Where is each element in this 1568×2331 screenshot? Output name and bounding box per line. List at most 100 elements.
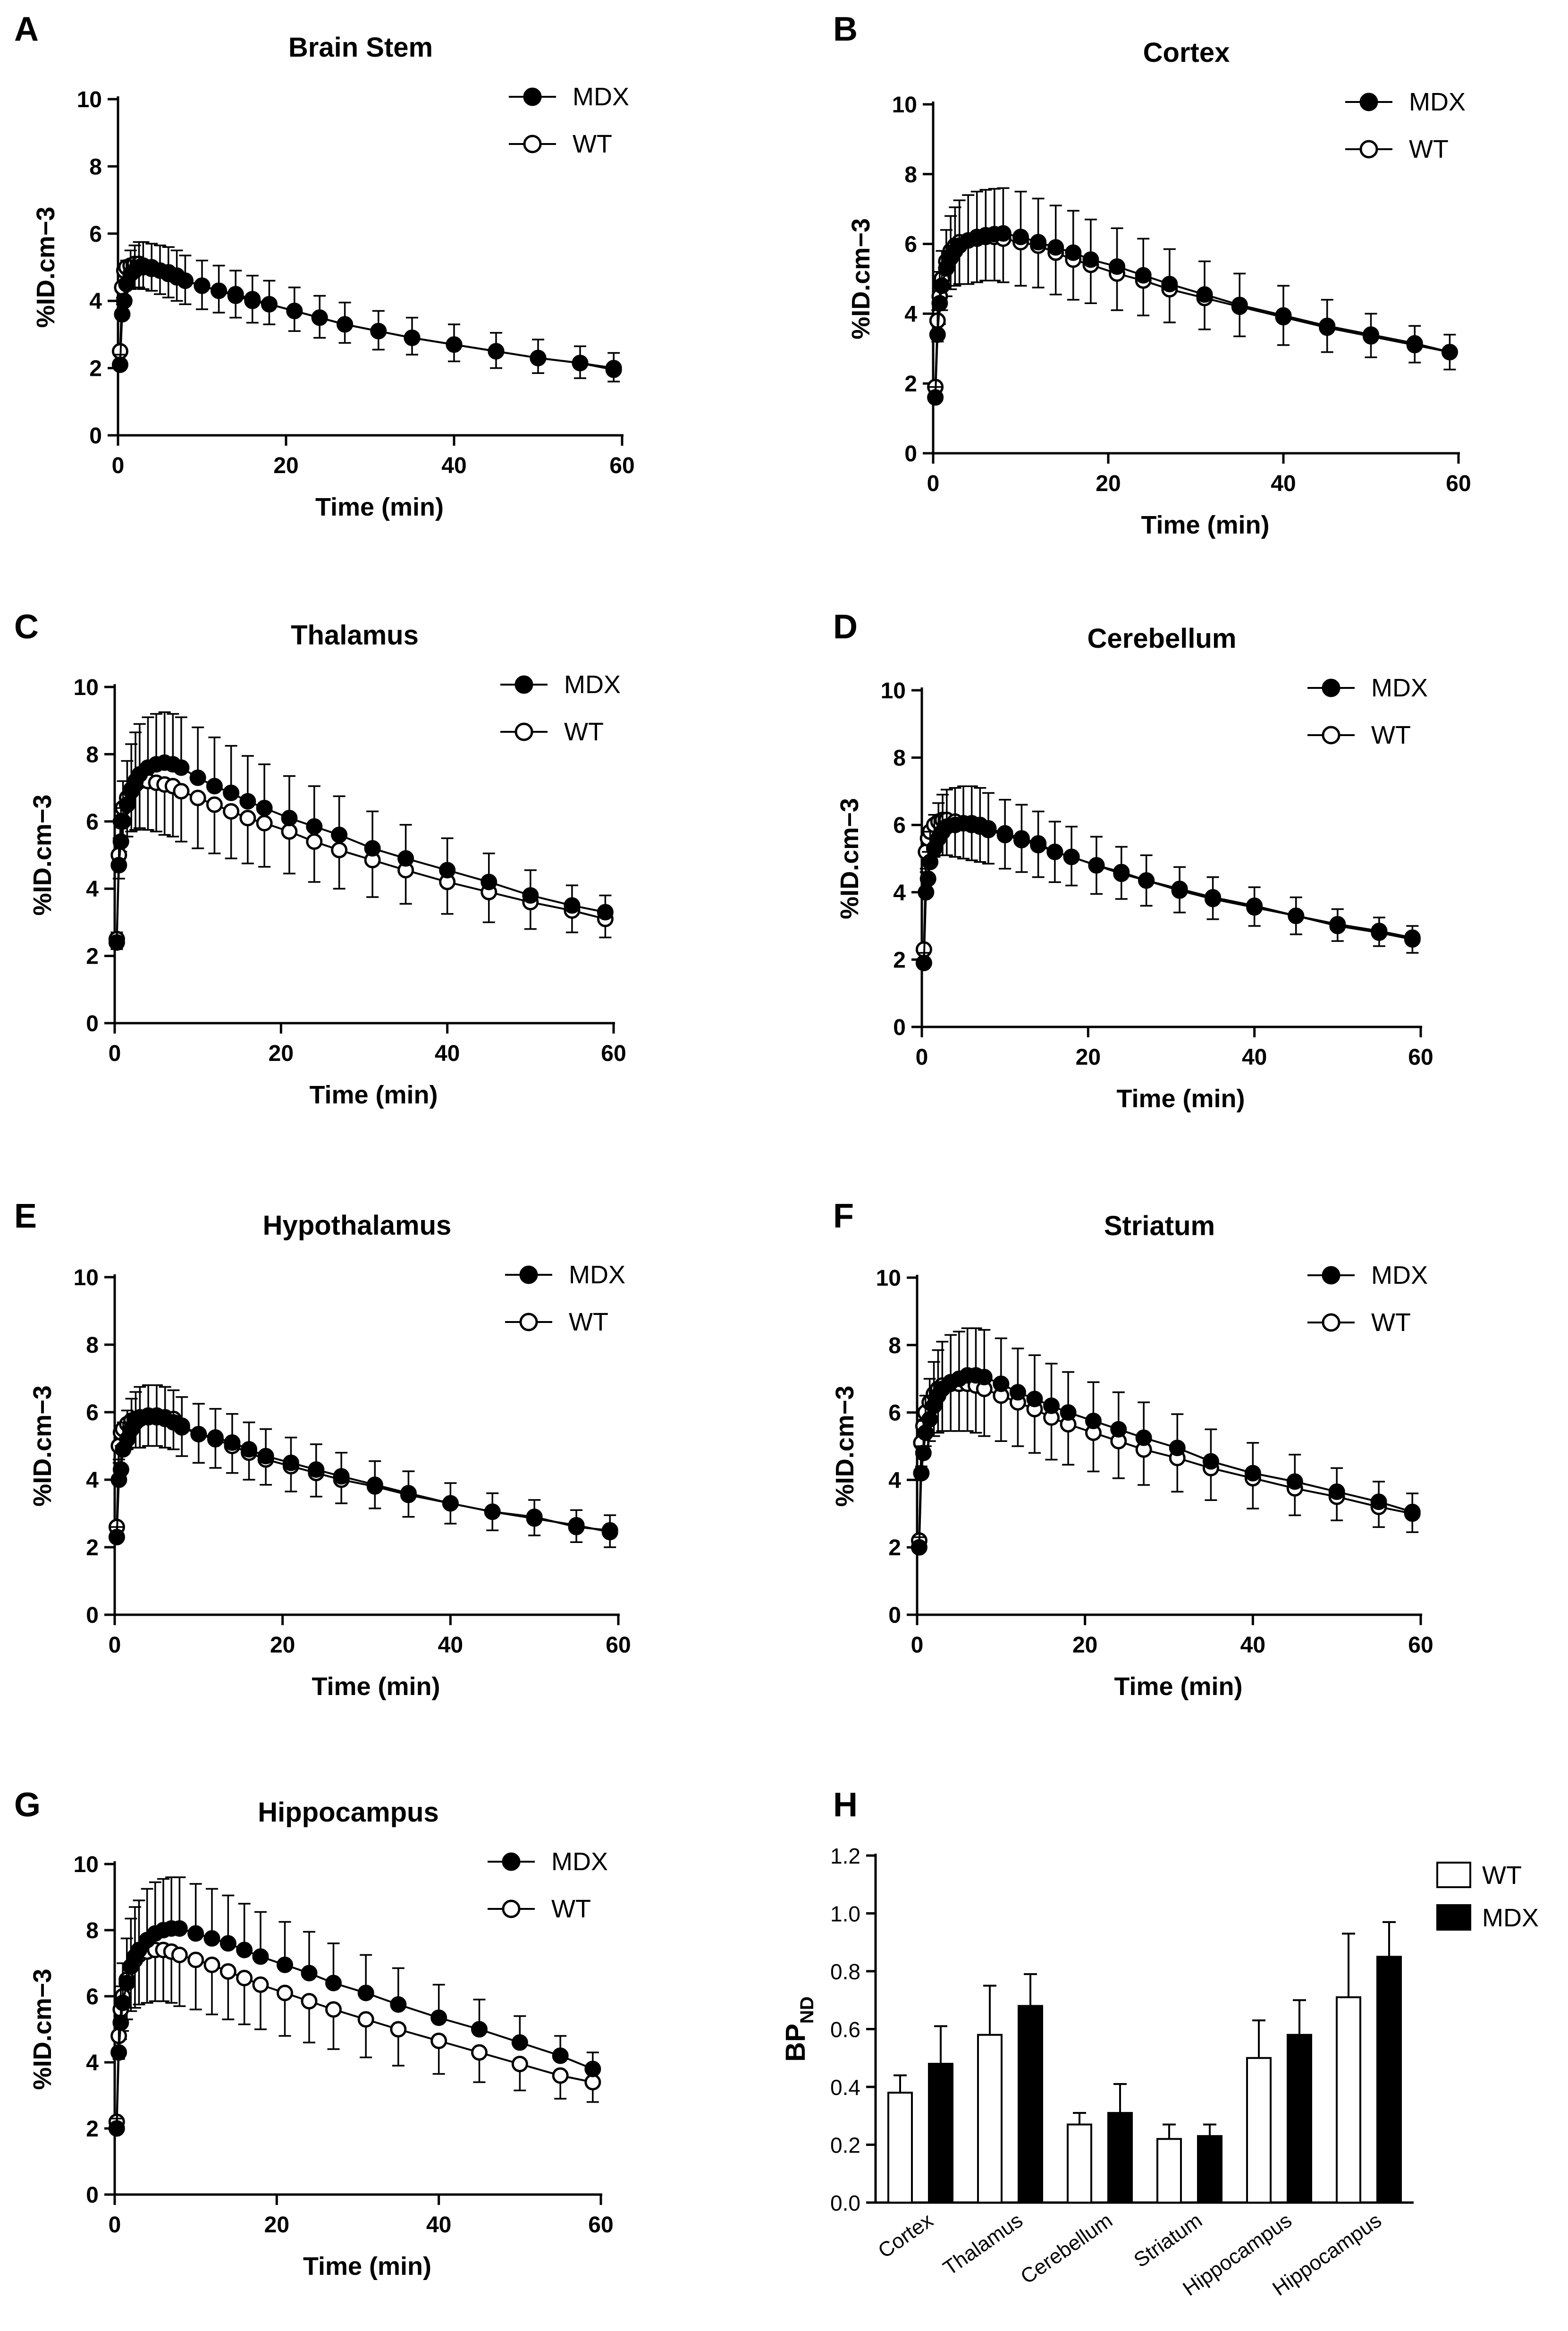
data-point-mdx bbox=[112, 2014, 129, 2031]
data-point-wt bbox=[189, 789, 206, 806]
x-axis-label: Time (min) bbox=[303, 2252, 431, 2280]
legend-label: MDX bbox=[1371, 1261, 1428, 1289]
panel-letter: H bbox=[833, 1786, 858, 1824]
data-point-wt bbox=[173, 783, 190, 800]
series-line bbox=[934, 236, 1450, 387]
y-tick-label: 4 bbox=[888, 1468, 901, 1493]
bar-mdx bbox=[1287, 2034, 1312, 2204]
x-tick-label: 20 bbox=[273, 453, 298, 478]
y-tick-label: 0 bbox=[86, 2183, 99, 2208]
y-tick-label: 0.8 bbox=[830, 1959, 860, 1984]
data-point-mdx bbox=[1319, 317, 1336, 334]
y-tick-label: 10 bbox=[77, 87, 102, 112]
data-point-mdx bbox=[572, 355, 589, 372]
data-point-mdx bbox=[488, 343, 505, 360]
data-point-mdx bbox=[241, 1441, 258, 1458]
y-tick-label: 8 bbox=[893, 746, 906, 771]
y-tick-label: 1.0 bbox=[830, 1902, 860, 1926]
data-point-mdx bbox=[286, 303, 303, 320]
panel-letter: G bbox=[14, 1786, 41, 1824]
x-tick-label: 0 bbox=[927, 471, 940, 496]
x-axis-label: Time (min) bbox=[315, 493, 444, 521]
data-point-mdx bbox=[481, 873, 497, 890]
bar-mdx bbox=[1197, 2135, 1222, 2204]
data-point-mdx bbox=[1065, 244, 1082, 261]
chart-title: Hippocampus bbox=[258, 1797, 439, 1828]
data-point-mdx bbox=[400, 1485, 417, 1502]
data-point-mdx bbox=[921, 1411, 938, 1428]
data-point-mdx bbox=[1441, 344, 1458, 361]
data-point-mdx bbox=[927, 389, 944, 406]
x-tick-label: 60 bbox=[1408, 1045, 1433, 1070]
data-point-wt bbox=[511, 2056, 528, 2072]
data-point-wt bbox=[252, 1976, 269, 1993]
legend-label: WT bbox=[564, 718, 604, 746]
x-tick-label: 60 bbox=[606, 1633, 631, 1658]
data-point-mdx bbox=[1169, 1440, 1186, 1457]
y-tick-label: 2 bbox=[86, 1535, 99, 1560]
data-point-mdx bbox=[108, 2120, 125, 2137]
data-point-mdx bbox=[1138, 872, 1155, 889]
data-point-mdx bbox=[552, 2047, 569, 2064]
data-point-mdx bbox=[1288, 907, 1305, 924]
y-axis-label: %ID.cm−3 bbox=[847, 218, 875, 339]
y-tick-label: 4 bbox=[86, 1468, 99, 1493]
x-tick-label: 20 bbox=[264, 2212, 289, 2238]
y-tick-label: 4 bbox=[86, 2051, 99, 2076]
x-tick-label: 40 bbox=[426, 2212, 451, 2238]
data-point-mdx bbox=[194, 277, 211, 294]
x-tick-label: 40 bbox=[1240, 1633, 1265, 1658]
panel-b: B Cortex 0 2 4 6 8 10 0 20 40 60 Time (min) %ID.cm−3 M… bbox=[833, 10, 1471, 539]
series-wt bbox=[108, 772, 614, 950]
data-point-mdx bbox=[116, 292, 133, 309]
y-tick-label: 4 bbox=[89, 289, 102, 314]
data-point-mdx bbox=[311, 309, 328, 326]
data-point-wt bbox=[187, 1951, 204, 1968]
data-point-mdx bbox=[211, 282, 228, 299]
y-tick-label: 0 bbox=[86, 1603, 99, 1628]
data-point-mdx bbox=[397, 850, 414, 867]
data-point-mdx bbox=[439, 862, 456, 879]
y-tick-label: 0 bbox=[888, 1603, 901, 1628]
legend-label: MDX bbox=[551, 1848, 608, 1876]
data-point-mdx bbox=[1013, 830, 1030, 847]
x-axis-label: Time (min) bbox=[312, 1672, 440, 1701]
y-tick-label: 6 bbox=[893, 813, 906, 838]
data-point-mdx bbox=[605, 361, 622, 378]
y-tick-label: 2 bbox=[904, 372, 917, 397]
data-point-mdx bbox=[357, 1984, 374, 2001]
x-tick-label: Striatum bbox=[1130, 2209, 1206, 2272]
y-axis-label: %ID.cm−3 bbox=[835, 798, 864, 919]
x-tick-label: 40 bbox=[441, 453, 466, 478]
data-point-wt bbox=[219, 1963, 236, 1980]
panel-d: D Cerebellum 0 2 4 6 8 10 0 20 40 60 Time (min) %ID.c… bbox=[833, 608, 1433, 1113]
bar-wt bbox=[887, 2092, 913, 2204]
y-tick-label: 0 bbox=[893, 1015, 906, 1040]
bar-mdx bbox=[1376, 1956, 1402, 2204]
data-point-wt bbox=[206, 796, 223, 813]
legend: MDX WT bbox=[509, 83, 629, 158]
data-point-mdx bbox=[1406, 335, 1423, 352]
data-point-mdx bbox=[110, 2044, 127, 2061]
y-tick-label: 10 bbox=[74, 675, 99, 700]
data-point-mdx bbox=[301, 1965, 318, 1982]
data-point-mdx bbox=[108, 934, 125, 951]
data-point-mdx bbox=[1030, 835, 1047, 852]
data-point-wt bbox=[430, 2033, 447, 2049]
data-point-wt bbox=[239, 810, 256, 827]
data-point-mdx bbox=[112, 1461, 129, 1478]
data-point-mdx bbox=[995, 225, 1012, 242]
x-tick-label: 0 bbox=[112, 453, 125, 478]
legend: MDX WT bbox=[1307, 1261, 1428, 1337]
data-point-mdx bbox=[227, 286, 244, 303]
data-point-wt bbox=[306, 833, 323, 850]
data-point-mdx bbox=[1088, 857, 1105, 874]
legend-label: WT bbox=[1371, 1308, 1411, 1337]
data-point-mdx bbox=[1135, 267, 1152, 284]
legend: MDX WT bbox=[1307, 674, 1428, 749]
legend-marker-mdx bbox=[502, 1852, 521, 1871]
data-point-mdx bbox=[530, 349, 547, 366]
data-point-mdx bbox=[390, 1996, 407, 2013]
data-point-mdx bbox=[915, 1444, 932, 1461]
